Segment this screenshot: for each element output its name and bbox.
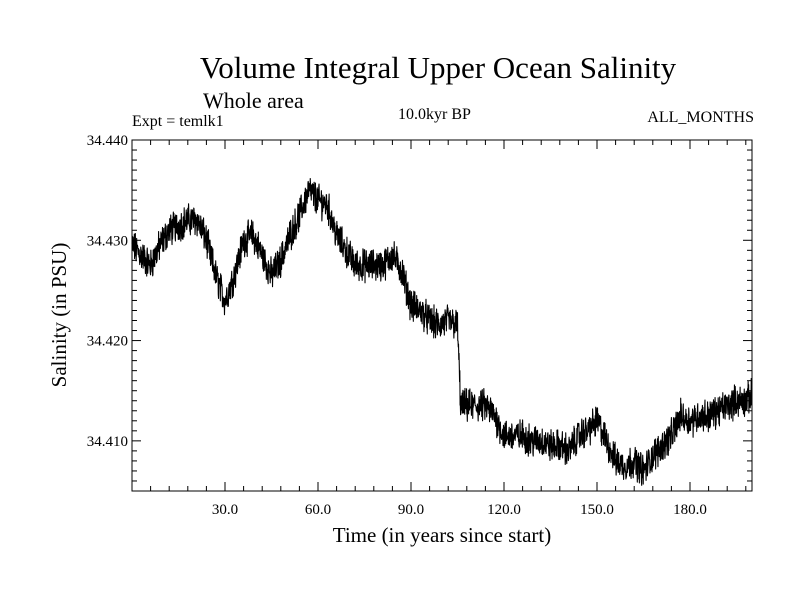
- y-tick-label: 34.410: [87, 434, 128, 450]
- experiment-label: Expt = temlk1: [132, 113, 224, 130]
- x-axis-label: Time (in years since start): [333, 523, 552, 547]
- series-layer: [131, 177, 753, 486]
- x-tick-label: 120.0: [487, 502, 521, 518]
- plot-frame: [131, 139, 753, 492]
- x-tick-label: 180.0: [673, 502, 707, 518]
- chart-title: Volume Integral Upper Ocean Salinity: [199, 50, 677, 85]
- series-line-salinity: [131, 177, 753, 486]
- chart-subtitle: Whole area: [203, 88, 304, 113]
- y-tick-label: 34.420: [87, 334, 128, 350]
- y-tick-label: 34.440: [87, 133, 128, 149]
- y-tick-label: 34.430: [87, 233, 128, 249]
- y-axis-label: Salinity (in PSU): [47, 243, 71, 388]
- x-tick-label: 90.0: [398, 502, 424, 518]
- x-tick-label: 30.0: [212, 502, 238, 518]
- x-tick-label: 60.0: [305, 502, 331, 518]
- period-label: 10.0kyr BP: [398, 106, 471, 123]
- x-tick-label: 150.0: [580, 502, 614, 518]
- y-axis: 34.410 34.420 34.430 34.440: [87, 133, 752, 492]
- x-axis: 30.0 60.0 90.0 120.0 150.0 180.0: [131, 140, 747, 518]
- months-label: ALL_MONTHS: [647, 109, 754, 126]
